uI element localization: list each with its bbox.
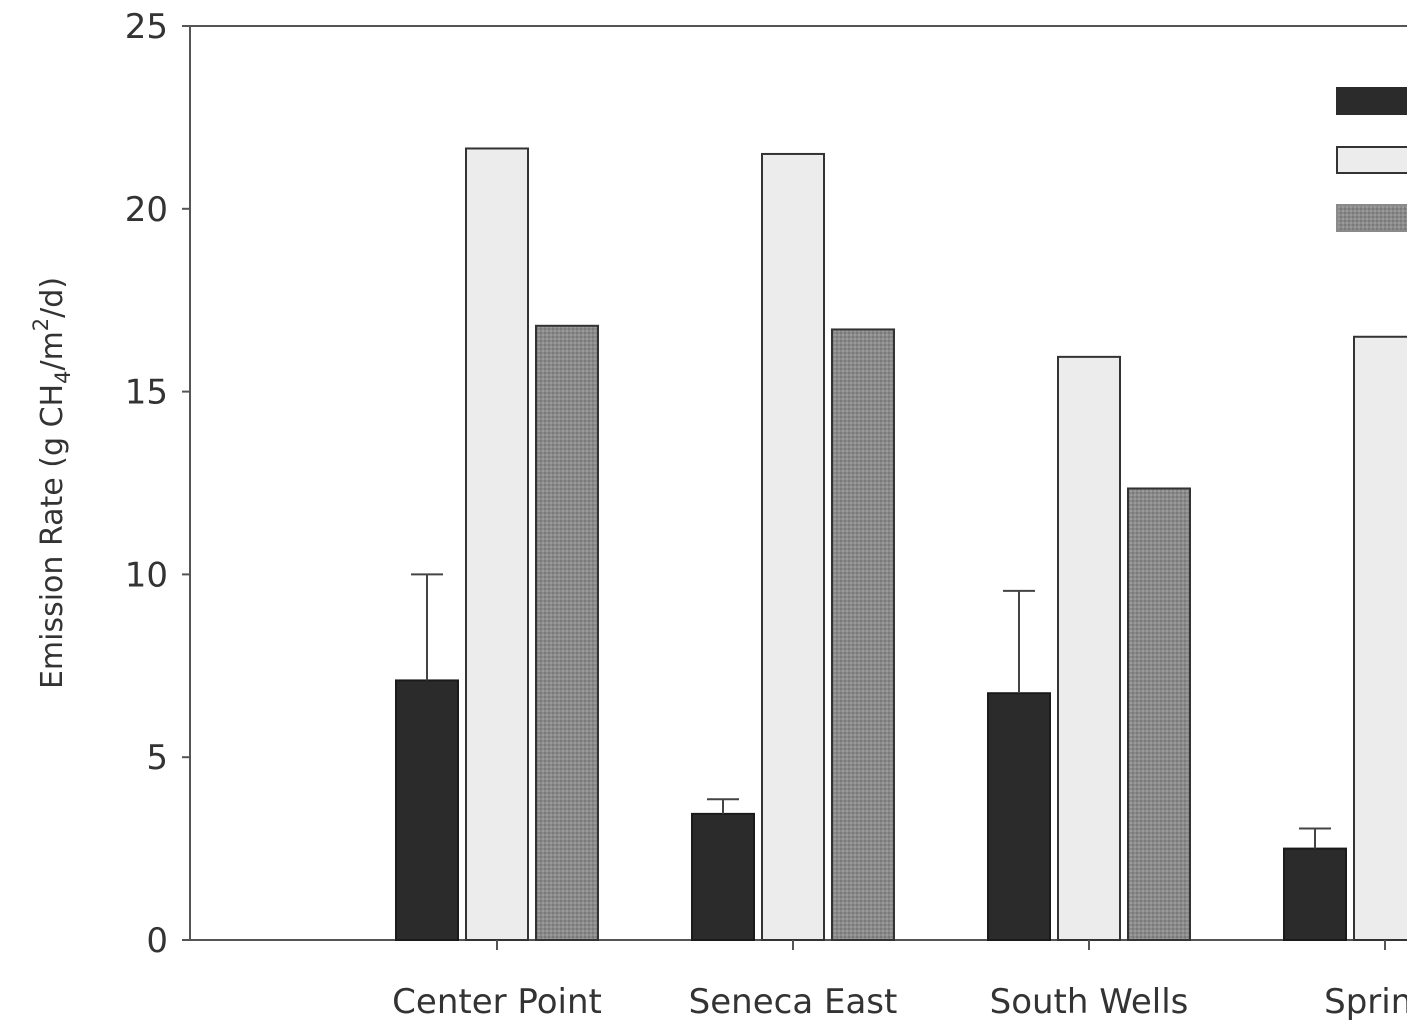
bar xyxy=(465,147,529,941)
legend-swatch xyxy=(1336,204,1407,232)
x-labels: Center Point Seneca East South Wells Spring… xyxy=(392,940,1407,1022)
bar xyxy=(987,692,1051,941)
y-tick-label: 0 xyxy=(146,921,168,961)
y-tick-label: 20 xyxy=(125,190,168,230)
bars xyxy=(395,147,1407,942)
legend-swatch xyxy=(1336,146,1407,174)
bar xyxy=(395,679,459,941)
bar xyxy=(761,152,825,941)
bar xyxy=(1283,847,1347,941)
x-tick-label: South Wells xyxy=(990,982,1189,1022)
bar xyxy=(1353,335,1407,941)
x-tick-label: Springf xyxy=(1324,982,1407,1022)
y-tick-label: 15 xyxy=(125,373,168,413)
bar xyxy=(535,324,599,941)
y-tick-label: 25 xyxy=(125,7,168,47)
bar xyxy=(1127,487,1191,941)
legend xyxy=(1336,87,1407,232)
bar xyxy=(1057,355,1121,942)
legend-swatch xyxy=(1336,87,1407,115)
bar xyxy=(691,812,755,941)
y-ticks: 0 5 10 15 20 25 xyxy=(125,7,190,961)
bar xyxy=(831,328,895,941)
x-tick-label: Center Point xyxy=(392,982,602,1022)
x-tick-label: Seneca East xyxy=(689,982,898,1022)
y-axis-title: Emission Rate (g CH4/m2/d) xyxy=(29,277,75,689)
y-tick-label: 10 xyxy=(125,555,168,595)
y-tick-label: 5 xyxy=(146,738,168,778)
